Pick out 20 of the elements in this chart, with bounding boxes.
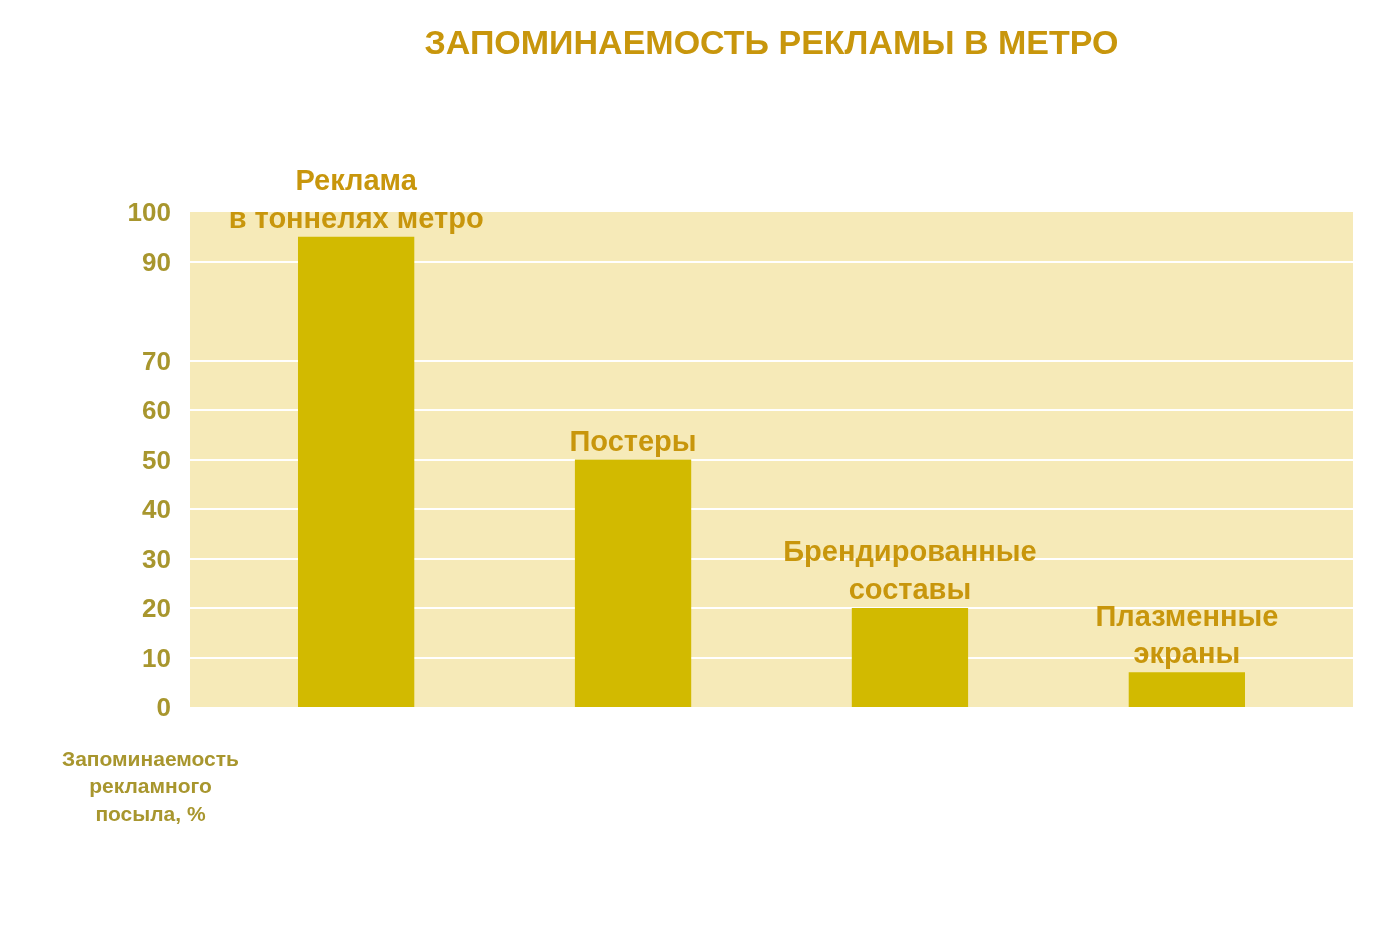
y-tick-label: 100	[127, 197, 171, 228]
chart-title: ЗАПОМИНАЕМОСТЬ РЕКЛАМЫ В МЕТРО	[424, 22, 1119, 61]
x-tick-label: Реклама в тоннелях метро	[228, 164, 484, 234]
x-tick-label: Постеры	[569, 424, 697, 457]
bar	[851, 608, 969, 707]
bar	[1128, 672, 1246, 707]
y-tick-label: 0	[156, 692, 171, 723]
bar	[297, 236, 415, 707]
y-axis-title: Запоминаемость рекламного посыла, %	[62, 747, 240, 825]
y-tick-label: 10	[142, 642, 171, 673]
x-tick-label: Брендированные составы	[783, 535, 1037, 605]
y-tick-label: 20	[142, 593, 171, 624]
y-tick-label: 90	[142, 246, 171, 277]
bar	[574, 459, 692, 707]
y-tick-label: 40	[142, 494, 171, 525]
x-tick-label: Плазменные экраны	[1095, 599, 1279, 670]
y-tick-label: 60	[142, 395, 171, 426]
y-tick-label: 30	[142, 543, 171, 574]
y-tick-label: 70	[142, 345, 171, 376]
y-tick-label: 50	[142, 444, 171, 475]
